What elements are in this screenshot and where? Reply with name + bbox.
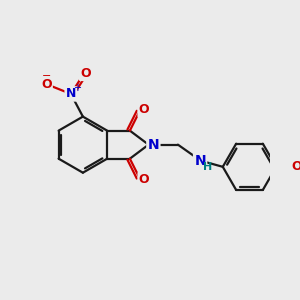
Text: O: O (41, 78, 52, 91)
Text: N: N (148, 138, 159, 152)
Text: O: O (291, 160, 300, 173)
Text: N: N (194, 154, 206, 168)
Text: +: + (73, 83, 81, 93)
Text: −: − (42, 71, 51, 81)
Text: O: O (139, 103, 149, 116)
Text: O: O (139, 173, 149, 186)
Text: N: N (66, 87, 76, 101)
Text: O: O (80, 67, 91, 80)
Text: H: H (203, 162, 212, 172)
